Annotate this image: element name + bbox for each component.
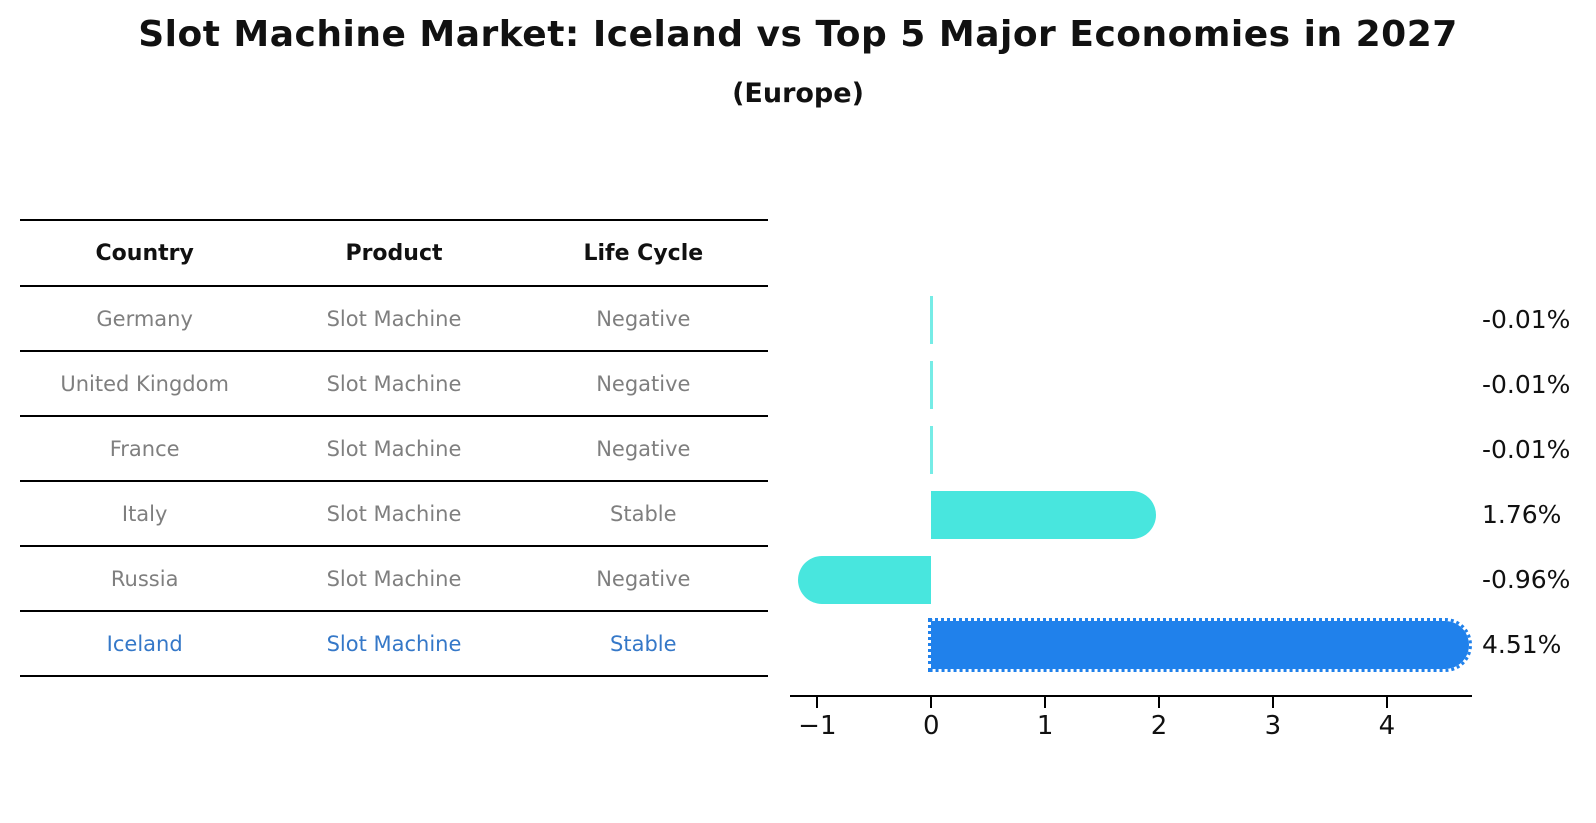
- cell-product: Slot Machine: [326, 436, 462, 461]
- value-label: -0.96%: [1482, 565, 1571, 594]
- value-label: 1.76%: [1482, 500, 1562, 529]
- value-label: -0.01%: [1482, 305, 1571, 334]
- cell-lifecycle: Negative: [596, 436, 691, 461]
- value-label: -0.01%: [1482, 370, 1571, 399]
- cell-lifecycle: Negative: [596, 566, 691, 591]
- cell-country: Germany: [96, 306, 193, 331]
- bar-france: [930, 425, 933, 474]
- col-header-lifecycle: Life Cycle: [583, 240, 704, 266]
- x-axis-tick-label: 3: [1264, 711, 1282, 741]
- cell-country: Italy: [121, 501, 168, 526]
- x-axis-tick-label: 0: [922, 711, 940, 741]
- bar-united-kingdom: [930, 360, 933, 409]
- bar-italy: [931, 490, 1156, 539]
- table-row-iceland: Iceland Slot Machine Stable: [20, 612, 768, 677]
- x-axis-tick-label: 2: [1150, 711, 1168, 741]
- x-axis-tick: [1271, 697, 1274, 708]
- chart-title: Slot Machine Market: Iceland vs Top 5 Ma…: [138, 14, 1458, 55]
- col-header-product: Product: [345, 240, 443, 266]
- cell-product: Slot Machine: [326, 631, 462, 656]
- cell-country: Iceland: [106, 631, 183, 656]
- table-row: United Kingdom Slot Machine Negative: [20, 352, 768, 417]
- table-row: France Slot Machine Negative: [20, 417, 768, 482]
- bar-germany: [930, 295, 933, 344]
- cell-country: Russia: [110, 566, 179, 591]
- bar-chart: −1 0 1 2 3 4 -0.01% -0.01% -0.01% 1.76% -0.96% 4.5…: [790, 287, 1570, 767]
- country-table: Country Product Life Cycle Germany Slot …: [20, 219, 768, 677]
- x-axis-line: [790, 695, 1472, 697]
- x-axis-tick: [1158, 697, 1161, 708]
- cell-lifecycle: Negative: [596, 371, 691, 396]
- bar-iceland: [928, 617, 1472, 672]
- table-header-row: Country Product Life Cycle: [20, 221, 768, 287]
- x-axis-tick: [1385, 697, 1388, 708]
- x-axis-tick: [930, 697, 933, 708]
- cell-lifecycle: Negative: [596, 306, 691, 331]
- value-label: -0.01%: [1482, 435, 1571, 464]
- cell-product: Slot Machine: [326, 566, 462, 591]
- cell-lifecycle: Stable: [610, 501, 677, 526]
- value-label: 4.51%: [1482, 630, 1562, 659]
- x-axis-tick-label: 4: [1378, 711, 1396, 741]
- cell-country: United Kingdom: [60, 371, 229, 396]
- table-row: Germany Slot Machine Negative: [20, 287, 768, 352]
- x-axis-tick: [816, 697, 819, 708]
- bar-russia: [797, 555, 932, 604]
- cell-country: France: [109, 436, 180, 461]
- cell-lifecycle: Stable: [610, 631, 677, 656]
- cell-product: Slot Machine: [326, 306, 462, 331]
- table-row: Italy Slot Machine Stable: [20, 482, 768, 547]
- chart-subtitle: (Europe): [732, 78, 864, 109]
- x-axis-tick: [1044, 697, 1047, 708]
- cell-product: Slot Machine: [326, 371, 462, 396]
- x-axis-tick-label: −1: [798, 711, 837, 741]
- x-axis-tick-label: 1: [1036, 711, 1054, 741]
- table-row: Russia Slot Machine Negative: [20, 547, 768, 612]
- col-header-country: Country: [95, 240, 194, 266]
- cell-product: Slot Machine: [326, 501, 462, 526]
